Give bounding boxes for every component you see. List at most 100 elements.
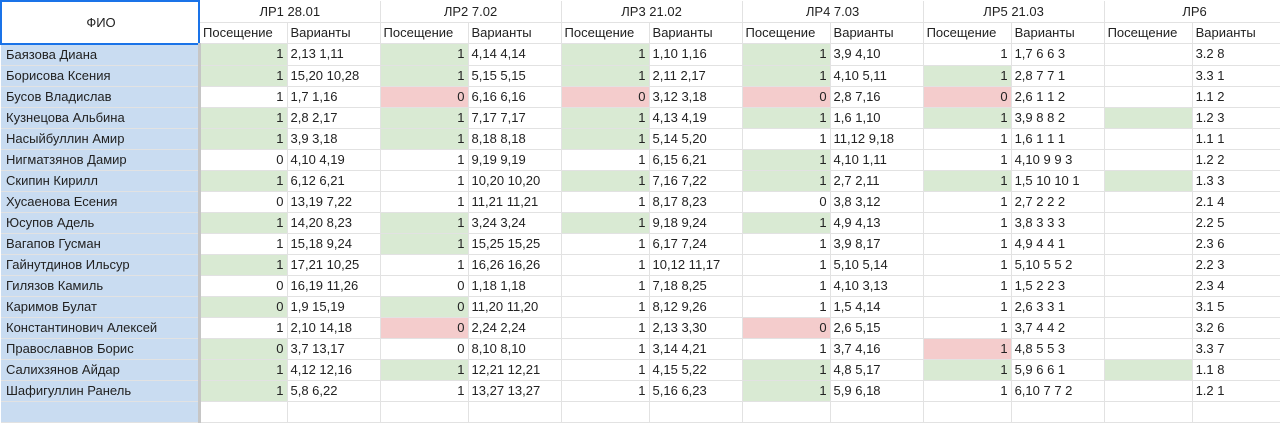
variants-cell[interactable]: 4,14 4,14 [468, 43, 562, 66]
lab-header-3[interactable]: ЛР3 21.02 [561, 1, 743, 23]
attendance-cell[interactable]: 1 [380, 212, 469, 234]
variants-cell[interactable]: 1.3 3 [1192, 170, 1280, 192]
variants-cell[interactable]: 16,19 11,26 [287, 275, 381, 297]
variants-cell[interactable]: 5,15 5,15 [468, 65, 562, 87]
variants-cell[interactable]: 4,10 3,13 [830, 275, 924, 297]
lab-header-5[interactable]: ЛР5 21.03 [923, 1, 1105, 23]
attendance-cell[interactable] [1104, 149, 1193, 171]
attendance-cell[interactable]: 1 [199, 128, 288, 150]
student-name-cell[interactable]: Православнов Борис [1, 338, 201, 360]
variants-cell[interactable] [468, 401, 562, 423]
variants-cell[interactable]: 2,7 2 2 2 [1011, 191, 1105, 213]
variants-cell[interactable]: 4,10 1,11 [830, 149, 924, 171]
variants-cell[interactable]: 2,8 2,17 [287, 107, 381, 129]
variants-cell[interactable]: 13,19 7,22 [287, 191, 381, 213]
variants-header[interactable]: Варианты [649, 22, 743, 44]
variants-cell[interactable]: 10,12 11,17 [649, 254, 743, 276]
variants-cell[interactable]: 5,16 6,23 [649, 380, 743, 402]
variants-cell[interactable]: 3,7 4,16 [830, 338, 924, 360]
student-name-cell[interactable]: Салихзянов Айдар [1, 359, 201, 381]
attendance-cell[interactable] [1104, 86, 1193, 108]
attendance-cell[interactable] [1104, 107, 1193, 129]
attendance-header[interactable]: Посещение [380, 22, 469, 44]
attendance-cell[interactable]: 0 [199, 296, 288, 318]
attendance-cell[interactable]: 0 [380, 275, 469, 297]
variants-cell[interactable]: 1,10 1,16 [649, 43, 743, 66]
attendance-cell[interactable]: 1 [923, 359, 1012, 381]
variants-cell[interactable]: 2.3 6 [1192, 233, 1280, 255]
variants-cell[interactable]: 16,26 16,26 [468, 254, 562, 276]
attendance-cell[interactable]: 1 [380, 380, 469, 402]
variants-cell[interactable]: 7,16 7,22 [649, 170, 743, 192]
variants-cell[interactable]: 10,20 10,20 [468, 170, 562, 192]
variants-cell[interactable]: 2,11 2,17 [649, 65, 743, 87]
attendance-cell[interactable]: 1 [380, 191, 469, 213]
variants-cell[interactable]: 3,7 13,17 [287, 338, 381, 360]
attendance-cell[interactable]: 1 [742, 359, 831, 381]
attendance-cell[interactable]: 0 [380, 317, 469, 339]
variants-cell[interactable]: 2,13 1,11 [287, 43, 381, 66]
variants-header[interactable]: Варианты [830, 22, 924, 44]
variants-cell[interactable]: 4,10 4,19 [287, 149, 381, 171]
attendance-cell[interactable]: 1 [561, 43, 650, 66]
lab-header-6[interactable]: ЛР6 [1104, 1, 1280, 23]
variants-cell[interactable]: 3,8 3 3 3 [1011, 212, 1105, 234]
variants-cell[interactable] [1011, 401, 1105, 423]
attendance-cell[interactable] [1104, 401, 1193, 423]
variants-cell[interactable] [830, 401, 924, 423]
variants-cell[interactable]: 15,20 10,28 [287, 65, 381, 87]
attendance-cell[interactable]: 1 [923, 212, 1012, 234]
attendance-cell[interactable]: 1 [923, 149, 1012, 171]
variants-cell[interactable]: 9,18 9,24 [649, 212, 743, 234]
variants-cell[interactable]: 2,6 5,15 [830, 317, 924, 339]
attendance-cell[interactable]: 1 [199, 233, 288, 255]
variants-cell[interactable]: 3,9 3,18 [287, 128, 381, 150]
variants-cell[interactable]: 14,20 8,23 [287, 212, 381, 234]
variants-cell[interactable]: 11,20 11,20 [468, 296, 562, 318]
attendance-cell[interactable] [1104, 359, 1193, 381]
attendance-cell[interactable]: 1 [561, 212, 650, 234]
attendance-cell[interactable]: 1 [561, 170, 650, 192]
attendance-cell[interactable] [1104, 233, 1193, 255]
attendance-cell[interactable]: 0 [380, 338, 469, 360]
variants-cell[interactable]: 15,25 15,25 [468, 233, 562, 255]
attendance-cell[interactable]: 1 [561, 275, 650, 297]
attendance-cell[interactable]: 1 [380, 170, 469, 192]
variants-cell[interactable]: 4,9 4,13 [830, 212, 924, 234]
variants-cell[interactable]: 6,10 7 7 2 [1011, 380, 1105, 402]
variants-cell[interactable]: 3,24 3,24 [468, 212, 562, 234]
attendance-cell[interactable]: 1 [923, 317, 1012, 339]
variants-cell[interactable]: 2.2 5 [1192, 212, 1280, 234]
variants-cell[interactable]: 8,17 8,23 [649, 191, 743, 213]
attendance-cell[interactable]: 1 [923, 296, 1012, 318]
attendance-cell[interactable]: 1 [923, 254, 1012, 276]
attendance-cell[interactable]: 1 [742, 233, 831, 255]
attendance-cell[interactable]: 1 [742, 128, 831, 150]
attendance-cell[interactable]: 1 [199, 86, 288, 108]
attendance-cell[interactable]: 1 [380, 359, 469, 381]
variants-cell[interactable]: 4,8 5 5 3 [1011, 338, 1105, 360]
variants-cell[interactable]: 4,12 12,16 [287, 359, 381, 381]
variants-cell[interactable]: 1,7 6 6 3 [1011, 43, 1105, 66]
attendance-cell[interactable]: 1 [199, 170, 288, 192]
variants-cell[interactable]: 1,18 1,18 [468, 275, 562, 297]
variants-cell[interactable]: 1.1 8 [1192, 359, 1280, 381]
variants-cell[interactable]: 5,14 5,20 [649, 128, 743, 150]
attendance-cell[interactable]: 1 [923, 233, 1012, 255]
attendance-cell[interactable]: 0 [380, 296, 469, 318]
variants-cell[interactable]: 3,9 8,17 [830, 233, 924, 255]
student-name-cell[interactable]: Скипин Кирилл [1, 170, 201, 192]
attendance-cell[interactable]: 1 [561, 254, 650, 276]
variants-header[interactable]: Варианты [1192, 22, 1280, 44]
variants-cell[interactable] [1192, 401, 1280, 423]
attendance-header[interactable]: Посещение [742, 22, 831, 44]
variants-cell[interactable]: 1.1 1 [1192, 128, 1280, 150]
fio-header-cell[interactable]: ФИО [0, 0, 200, 45]
attendance-cell[interactable] [1104, 380, 1193, 402]
variants-cell[interactable]: 5,10 5 5 2 [1011, 254, 1105, 276]
variants-cell[interactable]: 2.1 4 [1192, 191, 1280, 213]
student-name-cell[interactable]: Насыйбуллин Амир [1, 128, 201, 150]
variants-cell[interactable]: 3.1 5 [1192, 296, 1280, 318]
variants-cell[interactable]: 1,5 2 2 3 [1011, 275, 1105, 297]
attendance-cell[interactable]: 1 [923, 107, 1012, 129]
